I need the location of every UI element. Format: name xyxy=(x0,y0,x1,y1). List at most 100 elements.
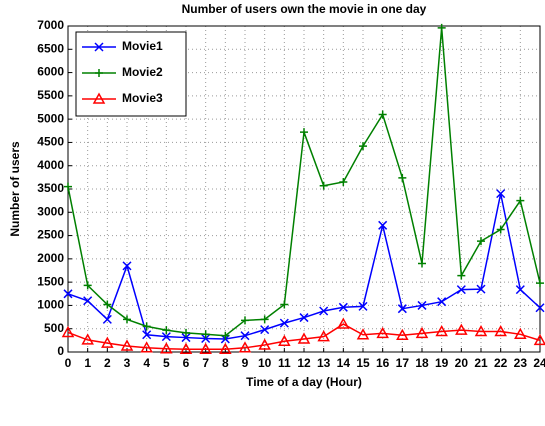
marker xyxy=(81,333,94,345)
x-tick-label: 18 xyxy=(415,356,429,370)
y-tick-label: 0 xyxy=(57,344,64,358)
marker xyxy=(240,331,250,341)
marker xyxy=(83,296,93,306)
x-tick-label: 5 xyxy=(163,356,170,370)
marker xyxy=(319,306,329,316)
y-tick-label: 4500 xyxy=(37,135,64,149)
marker xyxy=(161,332,171,342)
y-tick-label: 2000 xyxy=(37,251,64,265)
marker xyxy=(378,220,388,230)
y-tick-label: 6500 xyxy=(37,41,64,55)
x-tick-label: 4 xyxy=(143,356,150,370)
marker xyxy=(455,323,468,335)
marker xyxy=(260,325,270,335)
x-tick-label: 21 xyxy=(474,356,488,370)
x-tick-label: 10 xyxy=(258,356,272,370)
legend-marker xyxy=(92,92,106,104)
marker xyxy=(182,328,190,337)
marker xyxy=(162,326,171,335)
marker xyxy=(356,328,370,340)
marker xyxy=(319,181,328,190)
marker xyxy=(533,333,545,346)
y-tick-label: 3500 xyxy=(37,181,64,195)
y-tick-label: 6000 xyxy=(37,65,64,79)
marker xyxy=(199,342,212,354)
marker xyxy=(160,342,173,354)
x-tick-label: 7 xyxy=(202,356,209,370)
x-tick-label: 14 xyxy=(337,356,351,370)
series-line xyxy=(67,323,541,350)
marker xyxy=(142,330,152,340)
y-tick-label: 5500 xyxy=(37,88,64,102)
marker xyxy=(83,281,92,290)
marker xyxy=(219,342,232,354)
marker xyxy=(279,318,289,328)
marker xyxy=(397,304,407,314)
marker xyxy=(494,324,507,337)
marker xyxy=(201,330,210,339)
x-tick-label: 24 xyxy=(533,356,545,370)
marker xyxy=(179,342,193,354)
x-tick-label: 19 xyxy=(435,356,449,370)
marker xyxy=(201,333,211,344)
x-tick-label: 8 xyxy=(222,356,229,370)
marker xyxy=(280,300,289,309)
marker xyxy=(300,128,308,137)
legend-label: Movie1 xyxy=(122,39,163,53)
marker xyxy=(258,338,271,350)
marker xyxy=(437,297,447,307)
marker xyxy=(476,284,486,294)
y-tick-label: 5000 xyxy=(37,111,64,125)
marker xyxy=(120,339,134,351)
x-axis-label: Time of a day (Hour) xyxy=(246,375,362,389)
marker xyxy=(142,322,151,331)
y-tick-label: 7000 xyxy=(37,18,64,32)
marker xyxy=(515,285,525,295)
y-tick-label: 1000 xyxy=(37,298,64,312)
y-tick-label: 2500 xyxy=(37,228,64,242)
marker xyxy=(122,261,132,271)
y-tick-label: 500 xyxy=(44,321,64,335)
x-tick-label: 12 xyxy=(297,356,311,370)
x-tick-label: 1 xyxy=(84,356,91,370)
marker xyxy=(241,316,249,325)
marker xyxy=(415,326,429,339)
marker xyxy=(181,333,191,343)
x-tick-label: 11 xyxy=(278,356,291,370)
legend-label: Movie2 xyxy=(122,65,163,79)
marker xyxy=(140,341,153,353)
marker xyxy=(418,259,426,268)
x-tick-label: 20 xyxy=(455,356,469,370)
x-tick-label: 16 xyxy=(376,356,390,370)
marker xyxy=(61,325,75,338)
x-tick-label: 13 xyxy=(317,356,331,370)
x-tick-label: 23 xyxy=(514,356,528,370)
legend-marker xyxy=(94,42,104,52)
marker xyxy=(457,271,466,280)
marker xyxy=(536,279,544,288)
marker xyxy=(398,173,407,182)
marker xyxy=(337,317,350,329)
marker xyxy=(260,315,269,324)
marker xyxy=(63,289,73,299)
marker xyxy=(358,301,368,311)
x-tick-label: 17 xyxy=(396,356,410,370)
legend-marker xyxy=(95,69,103,77)
marker xyxy=(376,326,389,339)
x-tick-label: 3 xyxy=(124,356,131,370)
x-tick-label: 15 xyxy=(356,356,370,370)
marker xyxy=(64,182,72,191)
marker xyxy=(437,23,446,32)
marker xyxy=(297,332,311,344)
marker xyxy=(496,225,505,234)
marker xyxy=(299,313,309,323)
marker xyxy=(456,285,466,295)
marker xyxy=(359,142,367,151)
marker xyxy=(123,315,131,324)
x-tick-label: 2 xyxy=(104,356,111,370)
marker xyxy=(101,336,114,348)
x-tick-label: 9 xyxy=(242,356,249,370)
marker xyxy=(396,328,409,340)
